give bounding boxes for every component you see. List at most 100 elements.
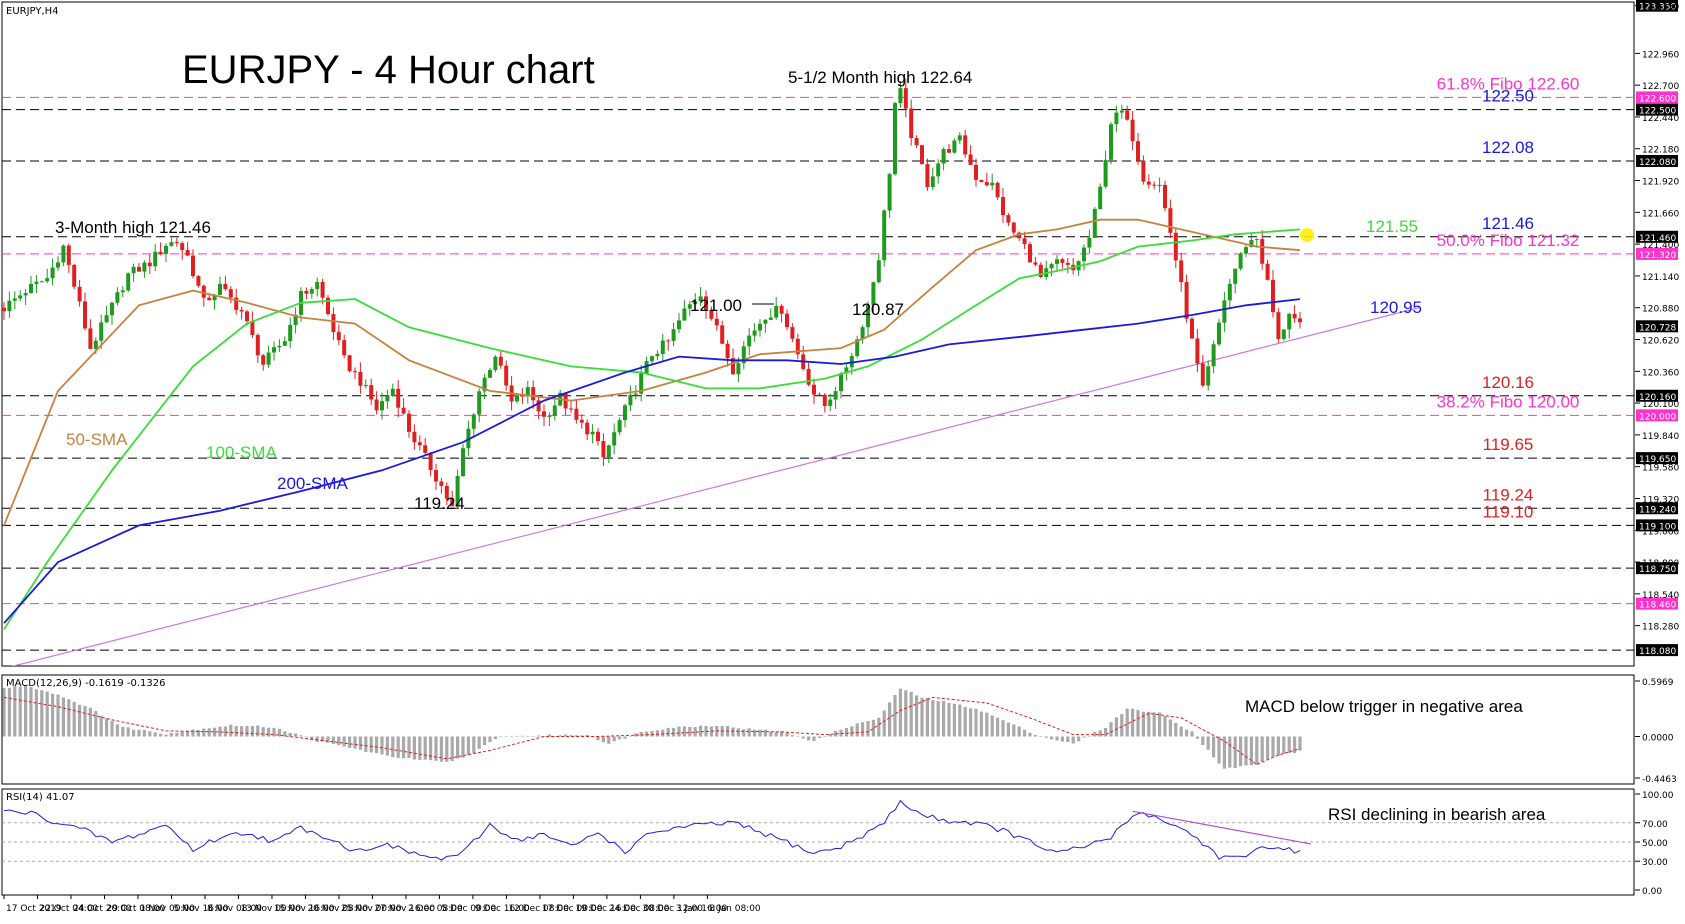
macd-bar	[196, 729, 200, 737]
level-label: 61.8% Fibo 122.60	[1437, 74, 1580, 93]
candle-body	[212, 294, 217, 301]
candle-body	[806, 368, 811, 385]
macd-bar	[574, 735, 578, 737]
candle-body	[196, 276, 201, 286]
macd-bar	[1028, 732, 1032, 737]
rsi-line	[3, 799, 1301, 861]
price-axis-label: 121.400	[1642, 241, 1679, 251]
macd-bar	[947, 703, 951, 737]
macd-bar	[245, 725, 249, 737]
macd-bar	[888, 702, 892, 737]
macd-layer	[2, 685, 1302, 769]
time-axis-label: 12 Dec 08:00	[508, 904, 569, 914]
macd-bar	[483, 736, 487, 746]
macd-bar	[1298, 736, 1302, 751]
candle-body	[1190, 318, 1194, 339]
candle-body	[12, 298, 17, 301]
candle-body	[1163, 184, 1167, 209]
candle-body	[893, 103, 897, 175]
macd-bar	[88, 707, 92, 737]
macd-bar	[24, 685, 28, 737]
macd-bar	[1023, 729, 1027, 737]
candle-body	[779, 305, 784, 314]
macd-bar	[537, 735, 541, 737]
macd-bar	[132, 729, 136, 737]
candle-body	[423, 445, 428, 453]
candle-body	[822, 394, 827, 406]
macd-bar	[1266, 736, 1270, 760]
macd-bar	[456, 736, 460, 759]
candle-body	[164, 245, 168, 254]
candle-body	[1281, 329, 1286, 340]
crossover-marker	[1300, 228, 1314, 242]
macd-bar	[1006, 722, 1010, 737]
macd-bar	[272, 727, 276, 737]
price-tag-text: 118.750	[1639, 565, 1676, 575]
symbol-label: EURJPY,H4	[6, 6, 59, 17]
macd-bar	[72, 701, 76, 737]
macd-bar	[693, 727, 697, 737]
candle-body	[1227, 283, 1232, 301]
candle-body	[169, 242, 174, 246]
macd-bar	[304, 736, 308, 738]
macd-bar	[67, 699, 71, 737]
candle-body	[623, 405, 627, 421]
candle-body	[574, 408, 579, 420]
macd-bar	[758, 729, 762, 737]
candle-body	[61, 245, 66, 263]
candle-body	[585, 422, 590, 435]
sma200-value-label: 120.95	[1370, 298, 1422, 317]
macd-bar	[877, 717, 881, 737]
candle-body	[1017, 232, 1022, 239]
candle-body	[596, 431, 600, 442]
time-axis-label: 25 Nov 00:00	[341, 904, 402, 914]
candle-body	[898, 88, 903, 104]
candle-body	[731, 358, 735, 375]
macd-bar	[110, 720, 114, 737]
candle-body	[1109, 124, 1113, 160]
macd-bar	[288, 732, 292, 737]
macd-bar	[1233, 736, 1237, 769]
macd-bar	[234, 726, 238, 737]
candle-body	[66, 245, 71, 265]
chart-title: EURJPY - 4 Hour chart	[182, 48, 595, 92]
price-axis-label: 119.060	[1642, 527, 1679, 537]
time-axis-label: 19 Dec 16:00	[575, 904, 636, 914]
macd-bar	[294, 733, 298, 737]
candle-body	[1206, 366, 1211, 386]
time-axis-label: 30 Dec 12:00	[642, 904, 703, 914]
candle-body	[660, 340, 665, 354]
candle-body	[45, 278, 50, 282]
sma-line	[3, 228, 1301, 630]
macd-bar	[1287, 736, 1291, 754]
macd-bar	[315, 736, 319, 742]
candle-body	[201, 285, 206, 298]
macd-bar	[256, 725, 260, 737]
macd-bar	[580, 735, 584, 737]
macd-bar	[882, 710, 886, 737]
macd-bar	[661, 729, 665, 737]
price-tag-text: 120.000	[1639, 412, 1676, 422]
macd-bar	[267, 727, 271, 737]
price-axis-label: 118.540	[1642, 591, 1679, 601]
macd-bar	[742, 729, 746, 737]
macd-bar	[493, 736, 497, 739]
time-axis-label: 29 Oct 08:00	[106, 904, 165, 914]
macd-bar	[94, 711, 98, 737]
macd-bar	[1050, 736, 1054, 740]
candle-body	[444, 485, 449, 499]
candle-body	[1238, 253, 1243, 269]
candle-body	[639, 373, 644, 394]
macd-bar	[380, 736, 384, 755]
macd-axis-label: 0.5969	[1642, 678, 1674, 688]
macd-bar	[531, 736, 535, 737]
macd-bar	[796, 736, 800, 738]
macd-bar	[450, 736, 454, 762]
candle-body	[1276, 312, 1281, 340]
macd-bar	[812, 736, 816, 742]
macd-bar	[769, 731, 773, 737]
candle-body	[482, 377, 487, 392]
candle-body	[747, 335, 752, 347]
macd-bar	[996, 717, 1000, 737]
